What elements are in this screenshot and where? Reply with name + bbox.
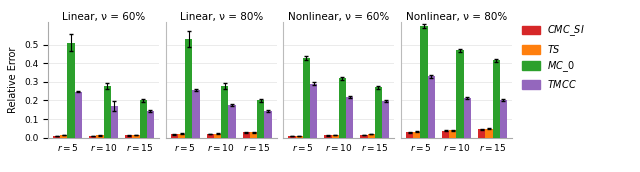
Bar: [346, 97, 353, 138]
Bar: [75, 92, 82, 138]
Bar: [250, 132, 257, 138]
Bar: [360, 135, 367, 138]
Bar: [257, 100, 264, 138]
Bar: [185, 39, 193, 138]
Bar: [449, 130, 456, 138]
Bar: [332, 135, 339, 138]
Bar: [125, 135, 132, 138]
Bar: [324, 135, 332, 138]
Bar: [420, 26, 428, 138]
Bar: [339, 78, 346, 138]
Bar: [456, 50, 464, 138]
Bar: [493, 61, 500, 138]
Bar: [111, 106, 118, 138]
Bar: [104, 86, 111, 138]
Bar: [207, 134, 214, 138]
Bar: [178, 133, 185, 138]
Bar: [264, 111, 271, 138]
Bar: [367, 134, 375, 138]
Y-axis label: Relative Error: Relative Error: [8, 47, 19, 113]
Legend: $\mathit{CMC\_SI}$, $\mathit{TS}$, $\mathit{MC\_0}$, $\mathit{TMCC}$: $\mathit{CMC\_SI}$, $\mathit{TS}$, $\mat…: [520, 22, 587, 92]
Bar: [464, 98, 471, 138]
Title: Nonlinear, ν = 80%: Nonlinear, ν = 80%: [406, 12, 507, 22]
Bar: [428, 76, 435, 138]
Bar: [289, 136, 296, 138]
Bar: [193, 90, 200, 138]
Bar: [140, 100, 147, 138]
Bar: [500, 100, 507, 138]
Title: Nonlinear, ν = 60%: Nonlinear, ν = 60%: [288, 12, 390, 22]
Bar: [228, 105, 236, 138]
Bar: [413, 132, 420, 138]
Bar: [214, 133, 221, 138]
Bar: [375, 87, 382, 138]
Bar: [53, 136, 60, 138]
Bar: [89, 136, 96, 138]
Bar: [96, 135, 104, 138]
Bar: [485, 129, 493, 138]
Bar: [478, 129, 485, 138]
Bar: [60, 135, 67, 138]
Title: Linear, ν = 60%: Linear, ν = 60%: [62, 12, 145, 22]
Bar: [221, 86, 228, 138]
Bar: [442, 131, 449, 138]
Bar: [132, 135, 140, 138]
Bar: [303, 58, 310, 138]
Bar: [310, 84, 317, 138]
Bar: [296, 136, 303, 138]
Bar: [171, 134, 178, 138]
Bar: [147, 111, 154, 138]
Title: Linear, ν = 80%: Linear, ν = 80%: [180, 12, 263, 22]
Bar: [382, 101, 389, 138]
Bar: [243, 132, 250, 138]
Bar: [406, 132, 413, 138]
Bar: [67, 43, 75, 138]
